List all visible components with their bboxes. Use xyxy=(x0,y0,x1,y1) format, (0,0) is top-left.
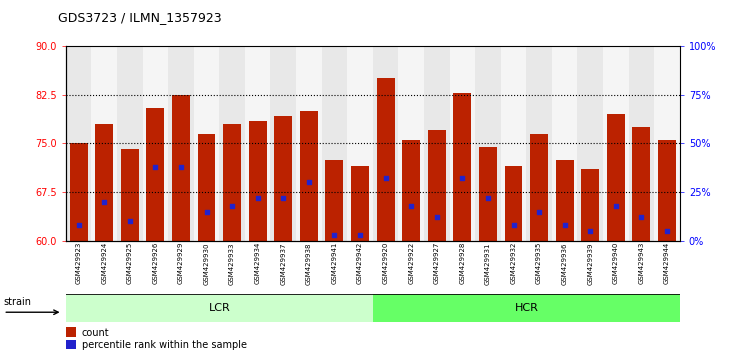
Bar xyxy=(632,127,651,241)
Bar xyxy=(398,46,424,241)
Text: count: count xyxy=(82,327,110,338)
Bar xyxy=(146,108,164,241)
Point xyxy=(328,232,340,238)
Text: GDS3723 / ILMN_1357923: GDS3723 / ILMN_1357923 xyxy=(58,11,222,24)
Bar xyxy=(347,46,373,241)
Bar xyxy=(424,46,450,241)
Bar xyxy=(66,46,91,241)
Bar xyxy=(603,46,629,241)
Bar xyxy=(95,124,113,241)
Point xyxy=(558,222,570,228)
Bar xyxy=(629,46,654,241)
Point xyxy=(226,203,238,209)
Point xyxy=(610,203,621,209)
Point xyxy=(200,209,212,214)
Point xyxy=(507,222,519,228)
Text: percentile rank within the sample: percentile rank within the sample xyxy=(82,340,247,350)
Bar xyxy=(117,46,143,241)
Bar xyxy=(504,166,523,241)
Bar xyxy=(373,294,680,322)
Bar xyxy=(66,340,75,349)
Text: LCR: LCR xyxy=(208,303,230,313)
Point xyxy=(533,209,545,214)
Point xyxy=(456,176,468,181)
Point xyxy=(354,232,366,238)
Bar xyxy=(376,79,395,241)
Bar xyxy=(249,121,267,241)
Point xyxy=(584,228,596,234)
Bar xyxy=(69,143,88,241)
Bar xyxy=(526,46,552,241)
Bar xyxy=(274,116,292,241)
Point xyxy=(149,164,161,170)
Bar xyxy=(607,114,625,241)
Bar xyxy=(654,46,680,241)
Bar xyxy=(245,46,270,241)
Text: HCR: HCR xyxy=(515,303,538,313)
Bar xyxy=(658,140,676,241)
Bar xyxy=(479,147,497,241)
Point xyxy=(124,218,136,224)
Bar xyxy=(296,46,322,241)
Bar xyxy=(450,46,475,241)
Bar xyxy=(581,169,599,241)
Bar xyxy=(194,46,219,241)
Bar xyxy=(351,166,369,241)
Bar xyxy=(270,46,296,241)
Point xyxy=(431,215,442,220)
Bar xyxy=(91,46,117,241)
Bar xyxy=(453,93,471,241)
Bar xyxy=(66,327,75,337)
Point xyxy=(405,203,417,209)
Bar xyxy=(168,46,194,241)
Bar xyxy=(501,46,526,241)
Bar xyxy=(325,160,344,241)
Bar xyxy=(172,95,190,241)
Bar xyxy=(428,130,446,241)
Point xyxy=(73,222,84,228)
Point xyxy=(175,164,186,170)
Point xyxy=(251,195,263,201)
Point xyxy=(98,199,110,205)
Bar xyxy=(219,46,245,241)
Bar xyxy=(300,111,318,241)
Point xyxy=(661,228,673,234)
Point xyxy=(277,195,289,201)
Bar xyxy=(197,133,216,241)
Text: strain: strain xyxy=(3,297,31,307)
Bar xyxy=(373,46,398,241)
Point xyxy=(380,176,392,181)
Bar xyxy=(556,160,574,241)
Point xyxy=(635,215,647,220)
Bar xyxy=(322,46,347,241)
Point xyxy=(482,195,493,201)
Bar xyxy=(552,46,577,241)
Bar xyxy=(577,46,603,241)
Bar xyxy=(66,294,373,322)
Bar xyxy=(143,46,168,241)
Bar xyxy=(223,124,241,241)
Bar xyxy=(530,133,548,241)
Bar xyxy=(121,149,139,241)
Bar xyxy=(475,46,501,241)
Bar xyxy=(402,140,420,241)
Point xyxy=(303,179,314,185)
